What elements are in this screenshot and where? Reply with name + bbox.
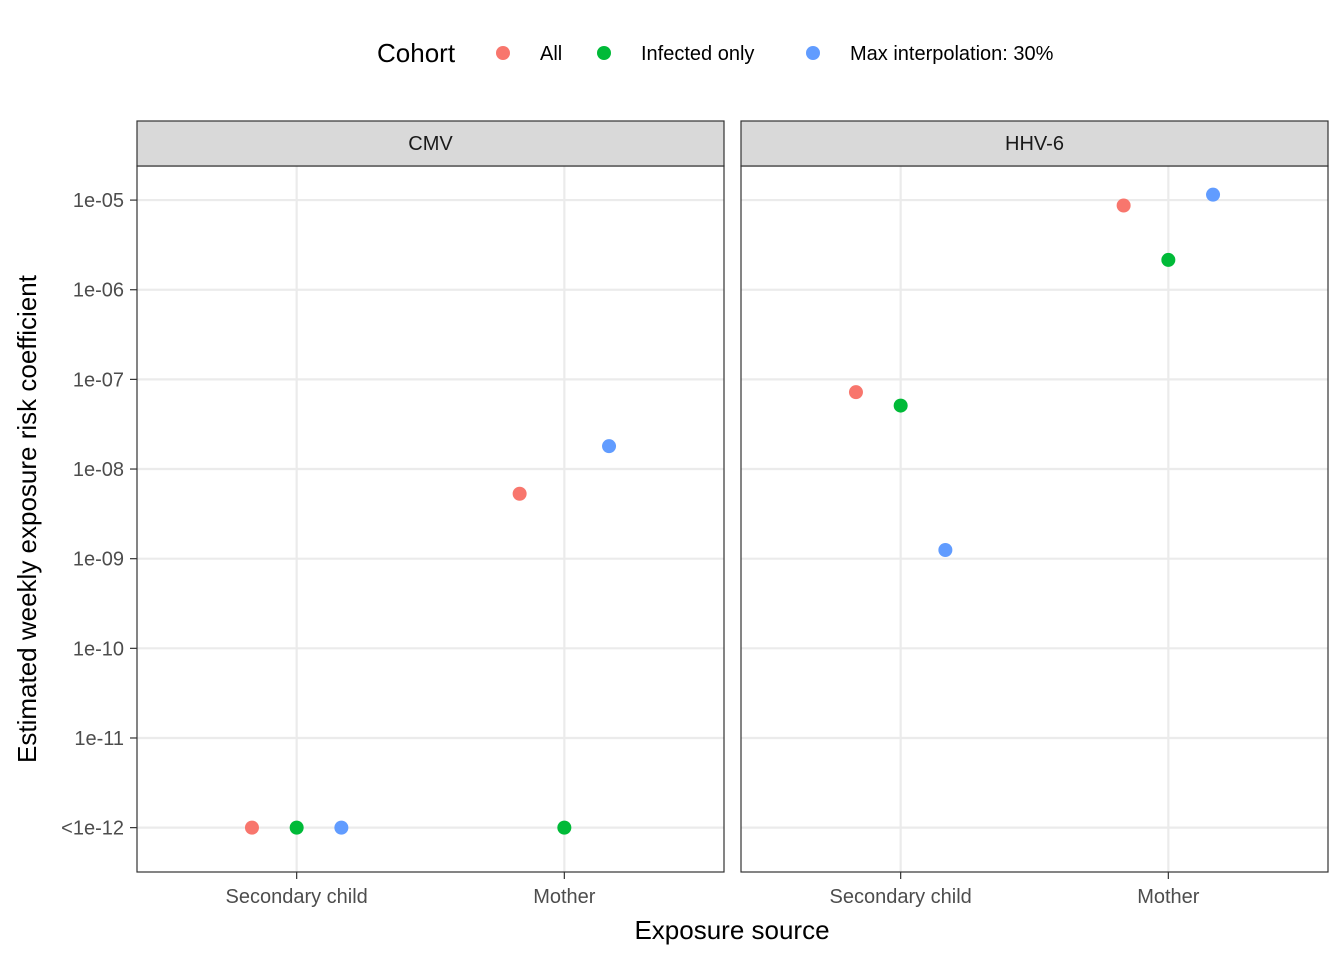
plot-area-hhv-6 [741,166,1328,872]
legend-label-infected-only: Infected only [641,43,754,65]
point-cmv-secondary-child-max-interpolation-30 [334,820,349,835]
x-tick-label-mother: Mother [533,886,596,908]
point-hhv-6-secondary-child-infected-only [893,398,908,413]
y-tick-label: 1e-05 [73,190,124,212]
point-hhv-6-mother-all [1116,198,1131,213]
panel-cmv: CMV Secondary child Mother [136,120,725,908]
legend-label-all: All [540,43,562,65]
x-tick-label-mother: Mother [1137,886,1200,908]
y-tick-label: 1e-06 [73,280,124,302]
point-hhv-6-secondary-child-max-interpolation-30 [938,542,953,557]
y-tick-label: 1e-08 [73,459,124,481]
legend-title: Cohort [377,38,456,68]
point-hhv-6-mother-max-interpolation-30 [1206,187,1221,202]
plot-area-cmv [137,166,724,872]
strip-hhv-6 [740,120,1329,167]
legend-key-infected-only [597,46,611,60]
y-tick-label: 1e-09 [73,549,124,571]
y-tick-label: <1e-12 [61,818,124,840]
point-hhv-6-secondary-child-all [848,385,863,400]
legend-key-max-interpolation [806,46,820,60]
y-tick-label: 1e-10 [73,638,124,660]
point-cmv-secondary-child-infected-only [289,820,304,835]
point-cmv-mother-infected-only [557,820,572,835]
y-axis-ticks: <1e-12 1e-11 1e-10 1e-09 1e-08 1e-07 1e-06 1e-0… [61,190,137,840]
legend: Cohort All Infected only Max interpolati… [377,38,1054,68]
y-tick-label: 1e-11 [74,728,124,750]
point-hhv-6-mother-infected-only [1161,252,1176,267]
point-cmv-mother-all [512,486,527,501]
legend-key-all [496,46,510,60]
legend-label-max-interpolation: Max interpolation: 30% [850,43,1054,65]
point-cmv-mother-max-interpolation-30 [602,439,617,454]
strip-cmv [136,120,725,167]
strip-label-hhv-6: HHV-6 [1005,133,1064,155]
panel-hhv6: HHV-6 Secondary child Mother [740,120,1329,908]
x-tick-label-secondary-child: Secondary child [830,886,972,908]
strip-label-cmv: CMV [408,133,453,155]
point-cmv-secondary-child-all [244,820,259,835]
y-tick-label: 1e-07 [73,369,124,391]
y-axis-title: Estimated weekly exposure risk coefficie… [12,274,42,763]
x-axis-title: Exposure source [634,915,829,945]
x-tick-label-secondary-child: Secondary child [226,886,368,908]
